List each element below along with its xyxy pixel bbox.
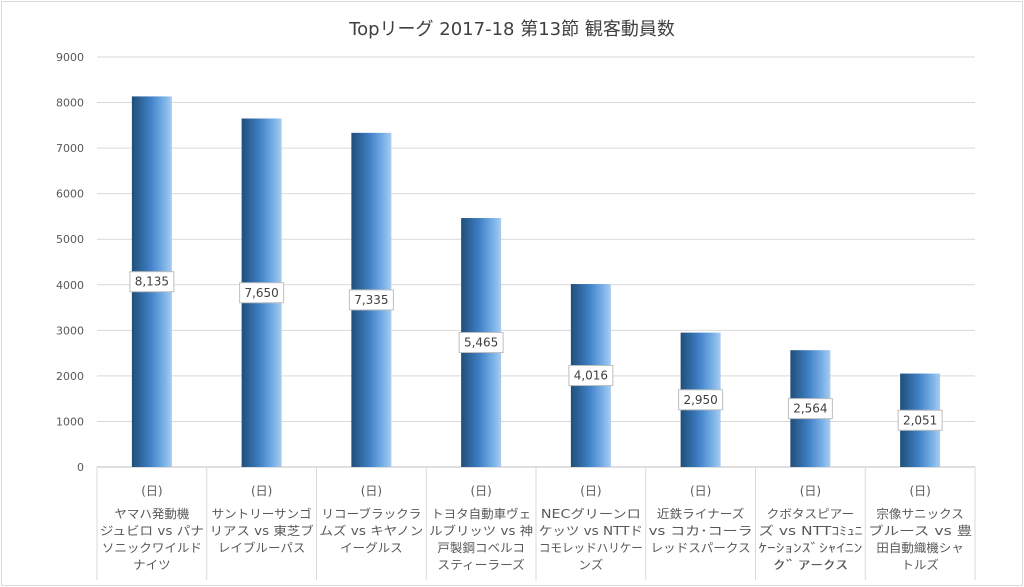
category-label-line: NECグリーンロ [541, 507, 641, 521]
category-label-line: 宗像サニックス [876, 506, 964, 521]
data-label: 2,051 [903, 413, 937, 427]
data-label-box [787, 398, 833, 420]
category-day-label: (日) [141, 484, 162, 498]
y-tick-label: 2000 [56, 370, 84, 383]
data-label: 2,564 [793, 402, 827, 416]
data-label: 7,335 [354, 293, 388, 307]
y-tick-label: 6000 [56, 188, 84, 201]
chart-title: Topリーグ 2017-18 第13節 観客動員数 [349, 19, 675, 40]
data-label: 5,465 [464, 336, 498, 350]
category-label-line: トヨタ自動車ヴェ [431, 506, 531, 521]
y-tick-label: 1000 [56, 415, 84, 428]
y-tick-label: 8000 [56, 97, 84, 110]
category-day-label: (日) [909, 484, 930, 498]
category-label-line: トルズ [901, 557, 939, 572]
category-label-line: クボタスピアー [767, 507, 855, 521]
y-tick-label: 0 [77, 461, 84, 474]
category-label-line: コモレッドハリケー [539, 541, 643, 555]
category-day-label: (日) [361, 484, 382, 498]
y-tick-label: 9000 [56, 51, 84, 64]
category-day-label: (日) [690, 484, 711, 498]
category-label-line: ルブリッツ vs 神 [429, 523, 533, 538]
category-label-line: レッドスパークス [651, 541, 751, 555]
y-tick-label: 4000 [56, 279, 84, 292]
data-label-box [129, 271, 175, 293]
category-label-line: リアス vs 東芝ブ [210, 523, 314, 538]
category-label-line: ヤマハ発動機 [114, 506, 189, 521]
category-label-line: ｹｰｼｮﾝｽﾞｼｬｲﾆﾝ [758, 541, 862, 555]
category-label-line: イーグルス [340, 541, 403, 555]
category-label-line: ケッツ vs NTTド [539, 524, 643, 538]
category-label-line: ソニックワイルド [102, 541, 202, 555]
category-label-line: レイブルーパス [218, 540, 306, 555]
category-label-line: 田自動織機シャ [876, 540, 964, 555]
category-label-line: サントリーサンゴ [212, 506, 312, 521]
y-tick-label: 3000 [56, 324, 84, 337]
data-label-box [678, 389, 724, 411]
data-label-box [897, 409, 943, 431]
category-label-line: リコーブラックラ [321, 506, 421, 521]
category-day-label: (日) [580, 484, 601, 498]
data-label-box [458, 332, 504, 354]
category-day-label: (日) [800, 484, 821, 498]
category-label-line: ジュビロ vs パナ [100, 524, 204, 538]
category-label-line: vs コカ･コーラ [649, 524, 753, 538]
y-tick-label: 5000 [56, 233, 84, 246]
category-label-line: ｸﾞｱｰｸｽ [773, 558, 848, 572]
category-label-line: ズ vs NTTｺﾐｭﾆ [758, 523, 862, 538]
category-label-line: ンズ [578, 557, 603, 572]
data-label: 2,950 [683, 393, 717, 407]
category-label-line: ナイツ [133, 558, 171, 572]
data-label-box [568, 365, 614, 387]
category-day-label: (日) [251, 484, 272, 498]
y-tick-label: 7000 [56, 142, 84, 155]
category-label-line: ムズ vs キヤノン [319, 523, 423, 538]
data-label-box [239, 282, 285, 304]
category-label-line: スティーラーズ [437, 557, 525, 572]
data-label: 4,016 [574, 369, 608, 383]
category-label-line: 近鉄ライナーズ [657, 506, 745, 521]
data-label: 8,135 [135, 275, 169, 289]
data-label: 7,650 [244, 286, 278, 300]
category-day-label: (日) [470, 484, 491, 498]
data-label-box [348, 289, 394, 311]
category-label-line: ブルース vs 豊 [868, 523, 972, 538]
category-label-line: 戸製鋼コベルコ [437, 541, 525, 555]
